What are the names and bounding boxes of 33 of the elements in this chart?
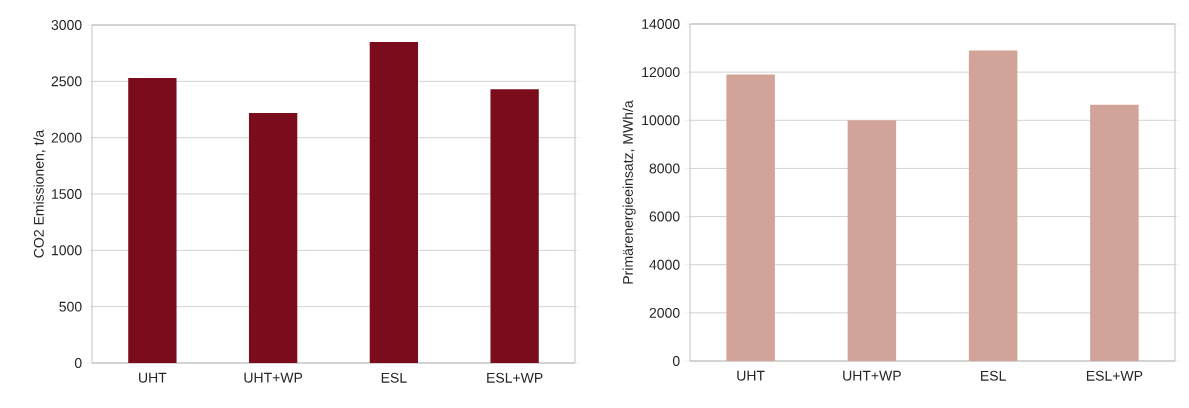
y-tick-label: 1500 bbox=[52, 189, 82, 199]
x-tick-label: ESL bbox=[981, 370, 1006, 381]
bar bbox=[1090, 104, 1139, 361]
y-tick-label: 6000 bbox=[649, 211, 680, 222]
y-tick-label: 0 bbox=[672, 356, 680, 366]
x-tick-label: UHT bbox=[737, 370, 765, 381]
bar bbox=[248, 112, 298, 363]
y-axis-title: Primärenergieeinsatz, MWh/a bbox=[622, 100, 636, 284]
y-tick-label: 4000 bbox=[649, 259, 680, 270]
x-tick-label: ESL+WP bbox=[1086, 370, 1143, 381]
y-tick-label: 3000 bbox=[51, 20, 82, 30]
x-tick-label: UHT+WP bbox=[244, 372, 303, 383]
y-tick-label: 12000 bbox=[642, 67, 680, 78]
y-tick-label: 2000 bbox=[649, 307, 680, 318]
x-tick-label: UHT+WP bbox=[843, 370, 901, 381]
x-tick-label: ESL bbox=[381, 372, 407, 383]
y-tick-label: 500 bbox=[59, 301, 82, 312]
bar bbox=[968, 50, 1018, 361]
bar bbox=[128, 77, 177, 363]
y-tick-label: 10000 bbox=[642, 115, 680, 126]
y-tick-label: 0 bbox=[74, 358, 82, 368]
bar bbox=[369, 41, 419, 363]
bar bbox=[490, 89, 539, 363]
y-tick-label: 2500 bbox=[51, 76, 82, 87]
y-axis-title: CO2 Emissionen, t/a bbox=[33, 129, 46, 258]
x-tick-label: ESL+WP bbox=[487, 372, 543, 383]
bar bbox=[847, 120, 897, 361]
y-tick-label: 1000 bbox=[52, 245, 82, 256]
y-tick-label: 14000 bbox=[642, 19, 680, 29]
y-tick-label: 8000 bbox=[649, 163, 680, 174]
x-tick-label: UHT bbox=[139, 372, 167, 383]
bar bbox=[726, 74, 775, 361]
y-tick-label: 2000 bbox=[51, 132, 82, 143]
